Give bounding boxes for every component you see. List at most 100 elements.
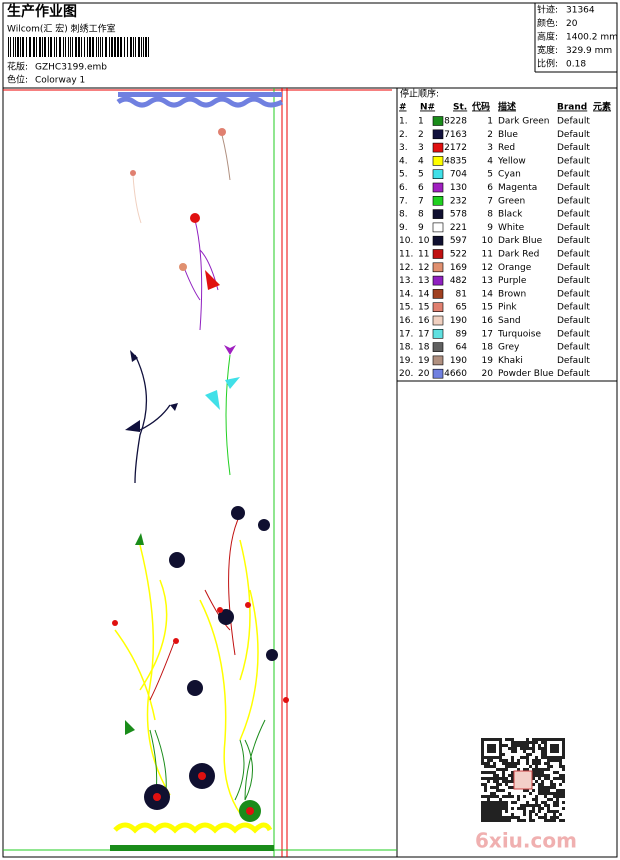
qr-cell (511, 741, 514, 744)
row-number: 16. (399, 316, 413, 326)
qr-cell (499, 738, 502, 741)
qr-cell (550, 759, 553, 762)
qr-cell (544, 741, 547, 744)
qr-cell (481, 777, 484, 780)
qr-cell (541, 816, 544, 819)
qr-cell (535, 759, 538, 762)
qr-cell (517, 798, 520, 801)
needle: 12 (418, 263, 429, 273)
table-header: N# (420, 103, 435, 113)
qr-cell (487, 819, 490, 822)
brand: Default (557, 236, 590, 246)
qr-cell (496, 756, 499, 759)
qr-cell (493, 750, 496, 753)
qr-cell (553, 786, 556, 789)
qr-cell (517, 759, 520, 762)
qr-cell (490, 759, 493, 762)
qr-cell (562, 756, 565, 759)
qr-cell (544, 744, 547, 747)
qr-cell (529, 816, 532, 819)
qr-cell (553, 750, 556, 753)
qr-cell (481, 753, 484, 756)
qr-cell (532, 789, 535, 792)
qr-cell (481, 747, 484, 750)
color-swatch (432, 368, 444, 379)
qr-cell (511, 807, 514, 810)
qr-cell (559, 792, 562, 795)
qr-cell (490, 786, 493, 789)
qr-cell (493, 786, 496, 789)
needle: 17 (418, 329, 429, 339)
colorway-label: 色位: (7, 74, 28, 86)
qr-cell (538, 744, 541, 747)
qr-cell (559, 795, 562, 798)
qr-cell (553, 747, 556, 750)
qr-cell (544, 756, 547, 759)
bar-stripe (109, 37, 110, 57)
bar-stripe (75, 37, 77, 57)
qr-cell (559, 759, 562, 762)
qr-cell (532, 738, 535, 741)
description: Brown (498, 289, 526, 299)
qr-cell (484, 810, 487, 813)
qr-cell (481, 804, 484, 807)
qr-cell (541, 747, 544, 750)
description: Dark Blue (498, 236, 543, 246)
bar-stripe (65, 37, 66, 57)
qr-cell (538, 807, 541, 810)
qr-cell (499, 789, 502, 792)
qr-cell (547, 774, 550, 777)
color-swatch (432, 129, 444, 140)
row-number: 9. (399, 223, 408, 233)
color-swatch (432, 116, 444, 126)
qr-cell (550, 798, 553, 801)
brand: Default (557, 329, 590, 339)
qr-cell (547, 777, 550, 780)
bar-stripe (114, 37, 116, 57)
qr-cell (544, 801, 547, 804)
qr-cell (505, 780, 508, 783)
qr-cell (496, 777, 499, 780)
qr-cell (493, 771, 496, 774)
qr-cell (481, 795, 484, 798)
code: 6 (487, 183, 493, 193)
qr-cell (493, 819, 496, 822)
qr-cell (529, 810, 532, 813)
qr-cell (511, 786, 514, 789)
qr-cell (487, 780, 490, 783)
qr-cell (544, 747, 547, 750)
stitches: 89 (456, 329, 468, 339)
qr-cell (535, 795, 538, 798)
qr-cell (496, 738, 499, 741)
qr-cell (550, 792, 553, 795)
qr-cell (517, 744, 520, 747)
qr-cell (547, 762, 550, 765)
qr-cell (511, 774, 514, 777)
description: Grey (498, 343, 520, 353)
row-number: 20. (399, 369, 413, 379)
description: Cyan (498, 170, 521, 180)
qr-cell (535, 804, 538, 807)
stat-label: 高度: (537, 31, 558, 43)
bar-stripe (141, 37, 142, 57)
code: 14 (482, 289, 494, 299)
qr-cell (547, 810, 550, 813)
qr-cell (517, 816, 520, 819)
qr-cell (544, 753, 547, 756)
qr-cell (490, 744, 493, 747)
qr-cell (514, 801, 517, 804)
qr-cell (523, 804, 526, 807)
qr-cell (520, 756, 523, 759)
qr-cell (502, 759, 505, 762)
bar-stripe (127, 37, 128, 57)
qr-cell (526, 804, 529, 807)
bar-stripe (78, 37, 80, 57)
qr-cell (556, 738, 559, 741)
qr-cell (481, 744, 484, 747)
stat-value: 31364 (566, 6, 595, 16)
qr-cell (484, 777, 487, 780)
bar-stripe (26, 37, 27, 57)
description: White (498, 223, 525, 233)
qr-cell (556, 801, 559, 804)
